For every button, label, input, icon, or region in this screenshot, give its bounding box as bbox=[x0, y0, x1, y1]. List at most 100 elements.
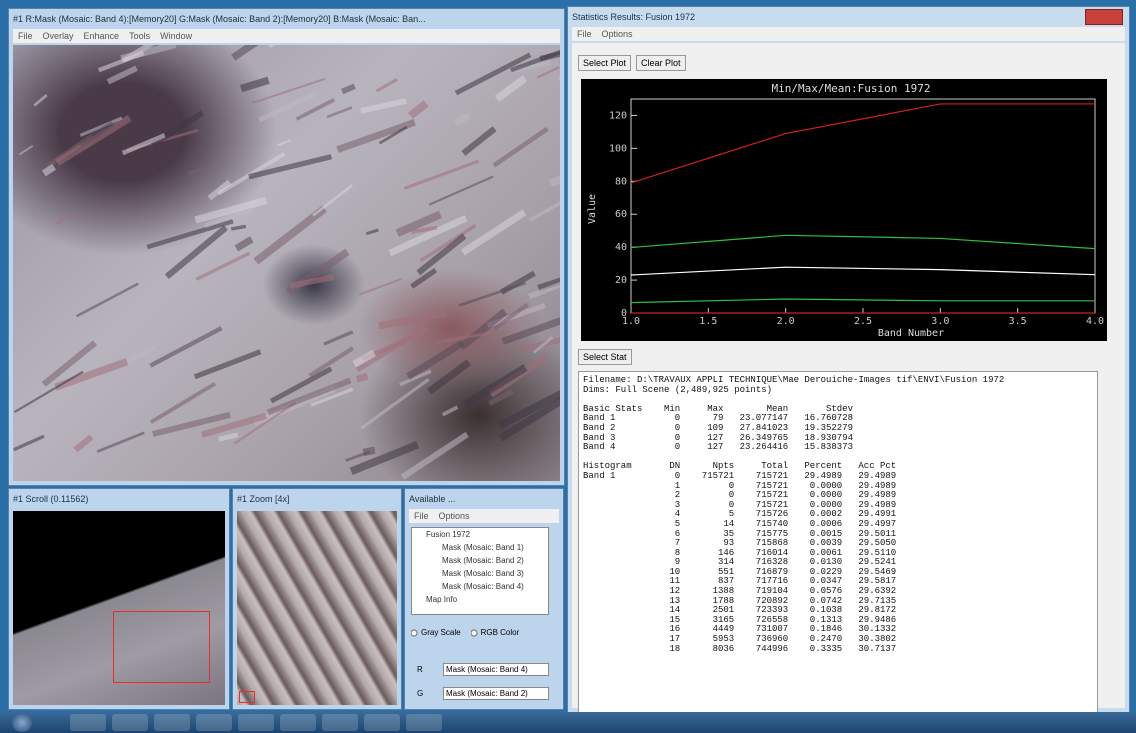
channel-band: Mask (Mosaic: Band 4) bbox=[443, 663, 549, 676]
tree-item: Mask (Mosaic: Band 2) bbox=[412, 554, 548, 567]
histogram-cell: 30.7137 bbox=[842, 645, 896, 655]
taskbar bbox=[0, 712, 1136, 733]
terrain-streak bbox=[495, 75, 527, 101]
x-tick-label: 2.0 bbox=[777, 316, 795, 327]
menu-bar: File Options bbox=[409, 509, 559, 523]
available-bands-window: Available ... File Options Fusion 1972 Mas… bbox=[404, 488, 564, 710]
menu-item[interactable]: Window bbox=[160, 31, 192, 41]
band-label: Band 4 bbox=[583, 443, 653, 453]
clear-plot-button[interactable]: Clear Plot bbox=[636, 55, 686, 71]
terrain-streak bbox=[194, 349, 262, 379]
terrain-streak bbox=[124, 346, 155, 364]
terrain-streak bbox=[529, 186, 560, 222]
mode-radios: Gray Scale RGB Color bbox=[411, 627, 559, 647]
y-tick-label: 20 bbox=[615, 275, 627, 286]
x-axis-label: Band Number bbox=[878, 328, 944, 339]
terrain-streak bbox=[269, 45, 288, 48]
chart: Min/Max/Mean:Fusion 1972 Band Number Val… bbox=[581, 79, 1107, 341]
window-title: Available ... bbox=[409, 491, 559, 507]
terrain-streak bbox=[404, 160, 479, 190]
scroll-window: #1 Scroll (0.11562) bbox=[8, 488, 230, 710]
terrain-streak bbox=[97, 431, 145, 452]
band-label: Band 1 bbox=[583, 472, 653, 482]
window-title: Statistics Results: Fusion 1972 bbox=[572, 9, 1125, 25]
taskbar-icon[interactable] bbox=[280, 714, 316, 731]
taskbar-icon[interactable] bbox=[154, 714, 190, 731]
taskbar-icon[interactable] bbox=[364, 714, 400, 731]
histogram-cell: 0 bbox=[680, 491, 734, 501]
terrain-streak bbox=[98, 51, 144, 72]
terrain-streak bbox=[356, 325, 428, 372]
stats-cell: 23.264416 bbox=[723, 443, 788, 453]
menu-item[interactable]: Overlay bbox=[43, 31, 74, 41]
taskbar-icon[interactable] bbox=[322, 714, 358, 731]
histogram-cell: 0 bbox=[680, 482, 734, 492]
window-title: #1 R:Mask (Mosaic: Band 4):[Memory20] G:… bbox=[13, 11, 560, 27]
x-tick-label: 1.5 bbox=[699, 316, 717, 327]
terrain-streak bbox=[376, 78, 398, 93]
terrain-streak bbox=[218, 432, 238, 441]
text-line: Band 4012723.26441615.838373 bbox=[583, 443, 1093, 453]
y-tick-label: 40 bbox=[615, 242, 627, 253]
chart-title: Min/Max/Mean:Fusion 1972 bbox=[772, 82, 931, 95]
terrain-streak bbox=[19, 145, 34, 155]
zoom-window: #1 Zoom [4x] bbox=[232, 488, 402, 710]
terrain-streak bbox=[107, 65, 138, 84]
radio-option[interactable]: RGB Color bbox=[471, 628, 520, 637]
select-plot-button[interactable]: Select Plot bbox=[578, 55, 631, 71]
terrain-streak bbox=[258, 91, 317, 122]
x-tick-label: 4.0 bbox=[1086, 316, 1104, 327]
close-button[interactable] bbox=[1085, 9, 1123, 25]
taskbar-icon[interactable] bbox=[238, 714, 274, 731]
terrain-streak bbox=[341, 84, 356, 94]
terrain-streak bbox=[55, 115, 131, 166]
y-axis-label: Value bbox=[587, 194, 598, 224]
terrain-streak bbox=[461, 126, 496, 156]
menu-item[interactable]: File bbox=[414, 511, 429, 521]
menu-item[interactable]: File bbox=[577, 29, 592, 39]
taskbar-icon[interactable] bbox=[406, 714, 442, 731]
terrain-streak bbox=[327, 106, 353, 118]
taskbar-icon[interactable] bbox=[70, 714, 106, 731]
terrain-streak bbox=[459, 282, 526, 307]
y-tick-label: 100 bbox=[609, 143, 627, 154]
scroll-image bbox=[13, 511, 225, 705]
histogram-cell: 715721 bbox=[680, 472, 734, 482]
tree-item: Fusion 1972 bbox=[412, 528, 548, 541]
menu-item[interactable]: File bbox=[18, 31, 33, 41]
radio-option[interactable]: Gray Scale bbox=[411, 628, 461, 637]
y-tick-label: 60 bbox=[615, 209, 627, 220]
terrain-streak bbox=[323, 330, 353, 345]
menu-item[interactable]: Enhance bbox=[84, 31, 120, 41]
terrain-streak bbox=[76, 282, 139, 317]
window-title: #1 Scroll (0.11562) bbox=[13, 491, 225, 507]
terrain-streak bbox=[408, 100, 428, 118]
channel-row: GMask (Mosaic: Band 2) bbox=[411, 681, 559, 705]
tree-item: Mask (Mosaic: Band 4) bbox=[412, 580, 548, 593]
terrain-streak bbox=[13, 435, 45, 451]
select-stat-button[interactable]: Select Stat bbox=[578, 349, 632, 365]
menu-item[interactable]: Options bbox=[439, 511, 470, 521]
terrain-streak bbox=[378, 310, 447, 329]
histogram-cell: 744996 bbox=[734, 645, 788, 655]
x-tick-label: 2.5 bbox=[854, 316, 872, 327]
terrain-streak bbox=[336, 119, 416, 153]
terrain-streak bbox=[537, 66, 560, 79]
terrain-streak bbox=[231, 45, 290, 61]
dims-line: Dims: Full Scene (2,489,925 points) bbox=[583, 386, 1093, 396]
terrain-streak bbox=[345, 451, 370, 462]
zoom-box bbox=[239, 691, 255, 703]
terrain-streak bbox=[455, 53, 532, 96]
channel-label: G bbox=[411, 689, 443, 698]
terrain-streak bbox=[356, 373, 369, 383]
menu-item[interactable]: Options bbox=[602, 29, 633, 39]
terrain-streak bbox=[308, 346, 354, 377]
menu-item[interactable]: Tools bbox=[129, 31, 150, 41]
image-window: #1 R:Mask (Mosaic: Band 4):[Memory20] G:… bbox=[8, 8, 565, 486]
image-texture bbox=[13, 45, 560, 481]
start-button[interactable] bbox=[12, 713, 32, 732]
zoom-image bbox=[237, 511, 397, 705]
taskbar-icon[interactable] bbox=[196, 714, 232, 731]
taskbar-icon[interactable] bbox=[112, 714, 148, 731]
